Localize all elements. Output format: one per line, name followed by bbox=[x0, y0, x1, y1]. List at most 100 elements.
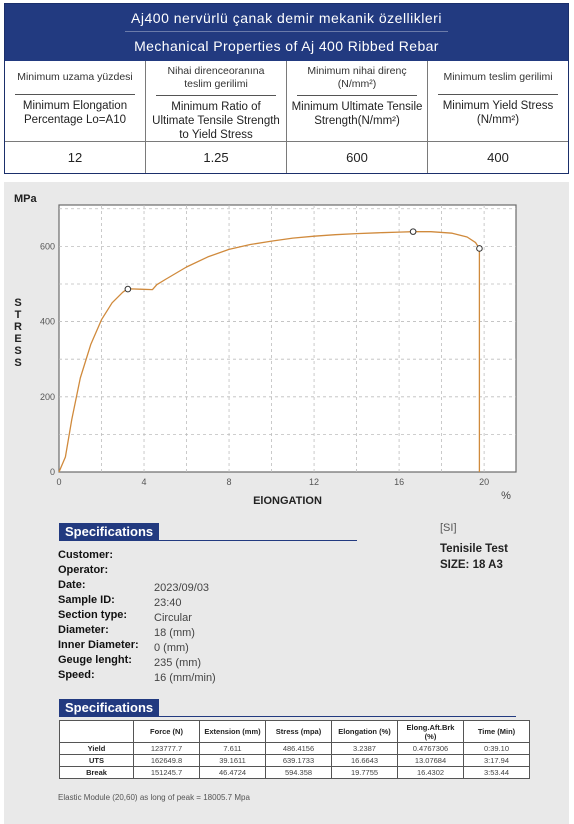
x-tick-label: 4 bbox=[142, 477, 147, 487]
property-value: 12 bbox=[67, 150, 83, 165]
x-tick-label: 0 bbox=[56, 477, 61, 487]
property-label-turkish: Minimum uzama yüzdesi bbox=[15, 65, 135, 95]
unit-system-label: [SI] bbox=[440, 522, 457, 534]
property-label-english: Minimum Elongation Percentage Lo=A10 bbox=[22, 100, 128, 126]
y-tick-label: 0 bbox=[50, 467, 55, 477]
spec-value: 0 (mm) bbox=[154, 642, 189, 654]
x-axis-label: ElONGATION bbox=[253, 495, 322, 507]
marker-uts bbox=[409, 228, 417, 235]
spec-label: Diameter: bbox=[58, 624, 109, 636]
properties-table: Aj400 nervürlü çanak demir mekanik özell… bbox=[4, 3, 569, 174]
elastic-module-note: Elastic Module (20,60) as long of peak =… bbox=[58, 793, 250, 802]
x-tick-label: 20 bbox=[479, 477, 489, 487]
stress-elongation-chart: 0 4 8 12 16 20 0 200 400 600 MPa S T R E S S ElONGATION% bbox=[4, 182, 569, 512]
table-row: Break 151245.7 46.4724 594.358 19.7755 16.430… bbox=[59, 766, 530, 779]
spec-value: 235 (mm) bbox=[154, 657, 202, 669]
property-value: 600 bbox=[346, 150, 368, 165]
property-ratio: Nihai direnceoranına teslim gerilimi Min… bbox=[146, 61, 287, 173]
spec-label: Date: bbox=[58, 579, 86, 591]
property-yield: Minimum teslim gerilimi Minimum Yield St… bbox=[428, 61, 568, 173]
y-axis-label-letter: S bbox=[14, 357, 21, 369]
y-axis-label-letter: S bbox=[14, 297, 21, 309]
title-english: Mechanical Properties of Aj 400 Ribbed R… bbox=[134, 38, 439, 54]
row-label: UTS bbox=[59, 754, 134, 767]
y-axis-label-letter: T bbox=[15, 309, 22, 321]
spec-label: Geuge lenght: bbox=[58, 654, 132, 666]
x-tick-label: 16 bbox=[394, 477, 404, 487]
spec-value: 23:40 bbox=[154, 597, 182, 609]
spec-label: Operator: bbox=[58, 564, 109, 576]
specifications-title: Specifications bbox=[59, 523, 160, 541]
table-cell: 39.1611 bbox=[199, 754, 266, 767]
x-unit-label: % bbox=[501, 490, 511, 502]
property-label-english: Minimum Yield Stress (N/mm²) bbox=[442, 100, 554, 126]
y-tick-label: 600 bbox=[40, 241, 55, 251]
properties-header: Aj400 nervürlü çanak demir mekanik özell… bbox=[5, 4, 568, 61]
table-cell: 3.2387 bbox=[331, 742, 398, 755]
title-turkish: Aj400 nervürlü çanak demir mekanik özell… bbox=[125, 4, 448, 32]
property-label-turkish: Nihai direnceoranına teslim gerilimi bbox=[156, 65, 276, 96]
table-cell: 7.611 bbox=[199, 742, 266, 755]
row-label: Break bbox=[59, 766, 134, 779]
column-header: Extension (mm) bbox=[199, 720, 266, 743]
property-tensile: Minimum nihai direnç (N/mm²) Minimum Ult… bbox=[287, 61, 428, 173]
results-table: Force (N) Extension (mm) Stress (mpa) Elong… bbox=[59, 720, 530, 779]
x-tick-label: 8 bbox=[227, 477, 232, 487]
property-value: 1.25 bbox=[203, 150, 229, 165]
spec-value: 18 (mm) bbox=[154, 627, 195, 639]
table-cell: 19.7755 bbox=[331, 766, 398, 779]
spec-value: Circular bbox=[154, 612, 192, 624]
column-header: Elong.Aft.Brk (%) bbox=[397, 720, 464, 743]
test-name: Tenisile Test bbox=[440, 543, 508, 555]
property-label-english: Minimum Ratio of Ultimate Tensile Streng… bbox=[152, 101, 280, 141]
table-cell: 3:53.44 bbox=[463, 766, 530, 779]
table-cell: 46.4724 bbox=[199, 766, 266, 779]
table-cell: 16.4302 bbox=[397, 766, 464, 779]
table-cell: 0:39.10 bbox=[463, 742, 530, 755]
column-header: Elongation (%) bbox=[331, 720, 398, 743]
y-tick-label: 400 bbox=[40, 317, 55, 327]
table-cell: 3:17.94 bbox=[463, 754, 530, 767]
spec-label: Inner Diameter: bbox=[58, 639, 139, 651]
results-underline bbox=[59, 716, 516, 717]
column-header: Time (Min) bbox=[463, 720, 530, 743]
property-elongation: Minimum uzama yüzdesi Minimum Elongation… bbox=[5, 61, 146, 173]
spec-label: Speed: bbox=[58, 669, 95, 681]
y-axis-label-letter: R bbox=[14, 321, 22, 333]
results-title: Specifications bbox=[59, 699, 160, 717]
stress-curve bbox=[58, 231, 481, 473]
column-header bbox=[59, 720, 134, 743]
column-header: Force (N) bbox=[133, 720, 200, 743]
plot-area bbox=[58, 204, 517, 473]
table-row: Yield 123777.7 7.611 486.4156 3.2387 0.476730… bbox=[59, 742, 530, 755]
table-cell: 486.4156 bbox=[265, 742, 332, 755]
column-header: Stress (mpa) bbox=[265, 720, 332, 743]
title-underline bbox=[59, 540, 357, 541]
y-axis-label-letter: E bbox=[14, 333, 21, 345]
table-cell: 151245.7 bbox=[133, 766, 200, 779]
row-label: Yield bbox=[59, 742, 134, 755]
property-value: 400 bbox=[487, 150, 509, 165]
table-cell: 123777.7 bbox=[133, 742, 200, 755]
y-tick-label: 200 bbox=[40, 392, 55, 402]
property-label-turkish: Minimum nihai direnç (N/mm²) bbox=[297, 65, 417, 96]
property-label-english: Minimum Ultimate Tensile Strength(N/mm²) bbox=[291, 101, 423, 127]
table-cell: 16.6643 bbox=[331, 754, 398, 767]
table-cell: 639.1733 bbox=[265, 754, 332, 767]
table-cell: 162649.8 bbox=[133, 754, 200, 767]
table-cell: 13.07684 bbox=[397, 754, 464, 767]
marker-break bbox=[476, 245, 483, 252]
table-cell: 0.4767306 bbox=[397, 742, 464, 755]
spec-label: Sample ID: bbox=[58, 594, 115, 606]
property-label-turkish: Minimum teslim gerilimi bbox=[438, 65, 558, 95]
y-unit-label: MPa bbox=[14, 193, 38, 205]
spec-value: 2023/09/03 bbox=[154, 582, 210, 594]
spec-label: Customer: bbox=[58, 549, 114, 561]
x-tick-label: 12 bbox=[309, 477, 319, 487]
table-row: UTS 162649.8 39.1611 639.1733 16.6643 13.0768… bbox=[59, 754, 530, 767]
table-cell: 594.358 bbox=[265, 766, 332, 779]
marker-yield bbox=[124, 285, 132, 293]
test-size: SIZE: 18 A3 bbox=[440, 559, 503, 571]
spec-label: Section type: bbox=[58, 609, 128, 621]
